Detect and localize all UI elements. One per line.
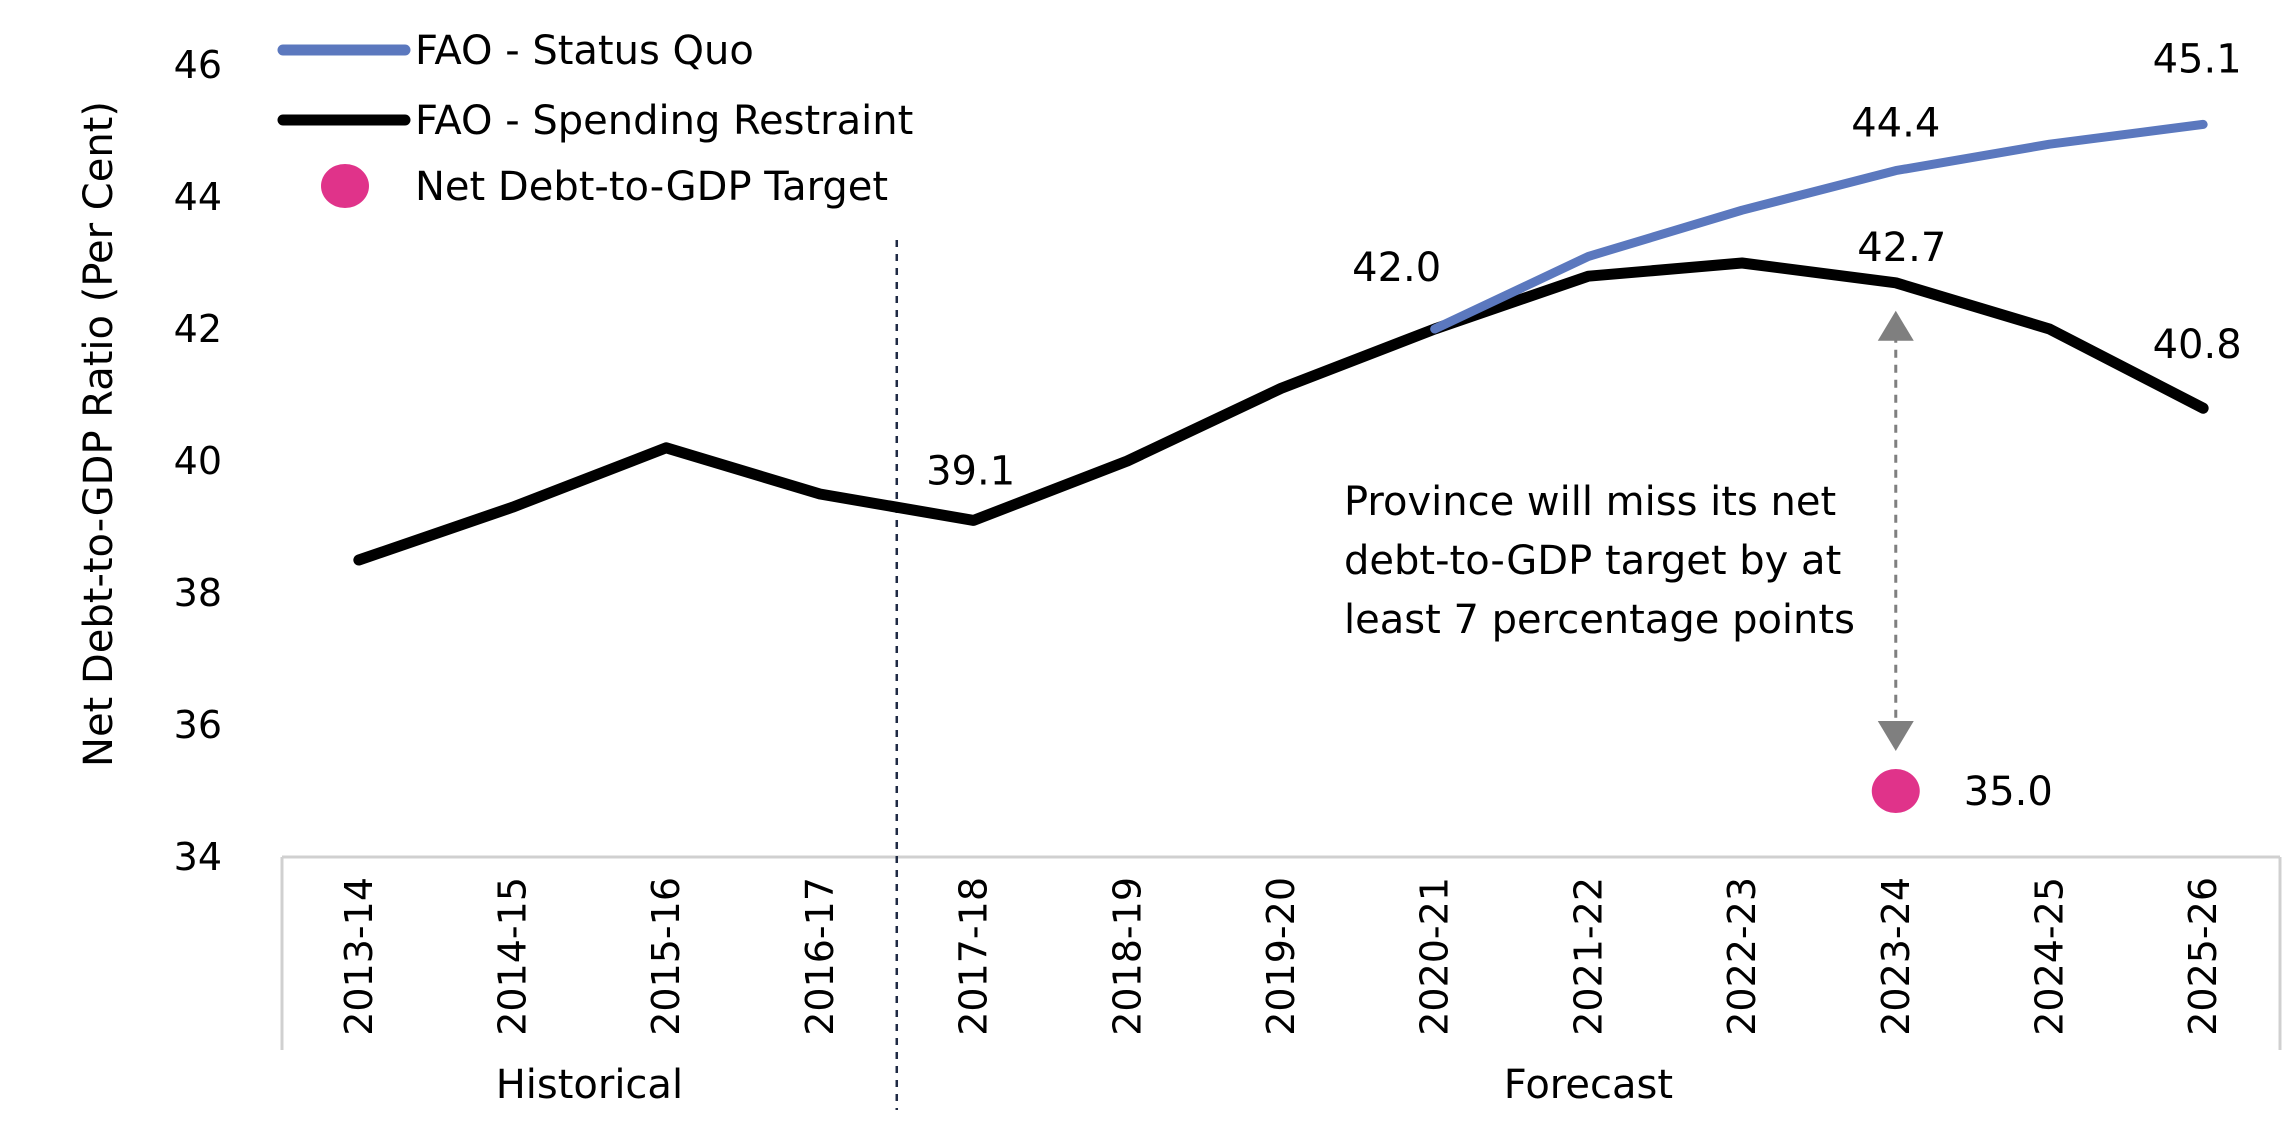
- x-tick-label: 2014-15: [491, 877, 535, 1036]
- y-tick-label: 34: [174, 835, 222, 879]
- series-layer: [353, 119, 2209, 813]
- annotation-arrow-head-up: [1877, 310, 1914, 341]
- x-tick-label: 2023-24: [1874, 877, 1918, 1036]
- x-tick-label: 2016-17: [798, 877, 842, 1036]
- annotation-arrow-head-down: [1877, 721, 1914, 751]
- x-tick-label: 2021-22: [1566, 877, 1610, 1036]
- data-label: 42.7: [1857, 225, 1946, 271]
- y-tick-label: 42: [174, 307, 222, 351]
- x-tick-label: 2020-21: [1413, 877, 1457, 1036]
- y-tick-label: 38: [174, 571, 222, 615]
- data-labels: 39.1 42.0 44.4 45.1 42.7 40.8 35.0: [926, 36, 2242, 815]
- y-axis-ticks: 34 36 38 40 42 44 46: [174, 43, 222, 879]
- data-label: 45.1: [2153, 36, 2242, 82]
- y-tick-label: 36: [174, 703, 222, 747]
- x-tick-label: 2022-23: [1720, 877, 1764, 1036]
- series-line-fao-spending-restraint: [353, 257, 2209, 566]
- data-label: 35.0: [1964, 769, 2053, 815]
- annotation-text-line: debt-to-GDP target by at: [1344, 538, 1841, 584]
- x-tick-label: 2015-16: [644, 877, 688, 1036]
- legend: FAO - Status Quo FAO - Spending Restraint…: [277, 28, 913, 210]
- x-tick-label: 2013-14: [337, 877, 381, 1036]
- x-tick-label: 2018-19: [1105, 877, 1149, 1036]
- y-tick-label: 44: [174, 175, 222, 219]
- data-label: 42.0: [1352, 245, 1441, 291]
- annotation-text-line: Province will miss its net: [1344, 479, 1836, 525]
- y-tick-label: 40: [174, 439, 222, 483]
- target-point: [1871, 769, 1920, 813]
- data-label: 39.1: [926, 448, 1015, 494]
- x-tick-label: 2025-26: [2181, 877, 2225, 1036]
- y-axis-title: Net Debt-to-GDP Ratio (Per Cent): [76, 101, 122, 767]
- x-tick-label: 2019-20: [1259, 877, 1303, 1036]
- category-groups: Historical Forecast: [496, 1062, 1673, 1108]
- legend-label: FAO - Status Quo: [415, 28, 754, 74]
- legend-label: FAO - Spending Restraint: [415, 98, 913, 144]
- x-tick-label: 2017-18: [952, 877, 996, 1036]
- annotation-text-line: least 7 percentage points: [1344, 597, 1855, 643]
- annotation-layer: Province will miss its net debt-to-GDP ta…: [1344, 310, 1914, 751]
- legend-marker-target: [321, 164, 369, 208]
- axes: [280, 240, 2282, 1110]
- group-label-historical: Historical: [496, 1062, 683, 1108]
- x-axis-ticks: 2013-14 2014-15 2015-16 2016-17 2017-18 2018-…: [337, 877, 2225, 1036]
- series-line-fao-status-quo: [1430, 119, 2208, 334]
- x-tick-label: 2024-25: [2027, 877, 2071, 1036]
- data-label: 40.8: [2153, 322, 2242, 368]
- legend-label: Net Debt-to-GDP Target: [415, 164, 888, 210]
- y-tick-label: 46: [174, 43, 222, 87]
- data-label: 44.4: [1851, 101, 1940, 147]
- group-label-forecast: Forecast: [1504, 1062, 1673, 1108]
